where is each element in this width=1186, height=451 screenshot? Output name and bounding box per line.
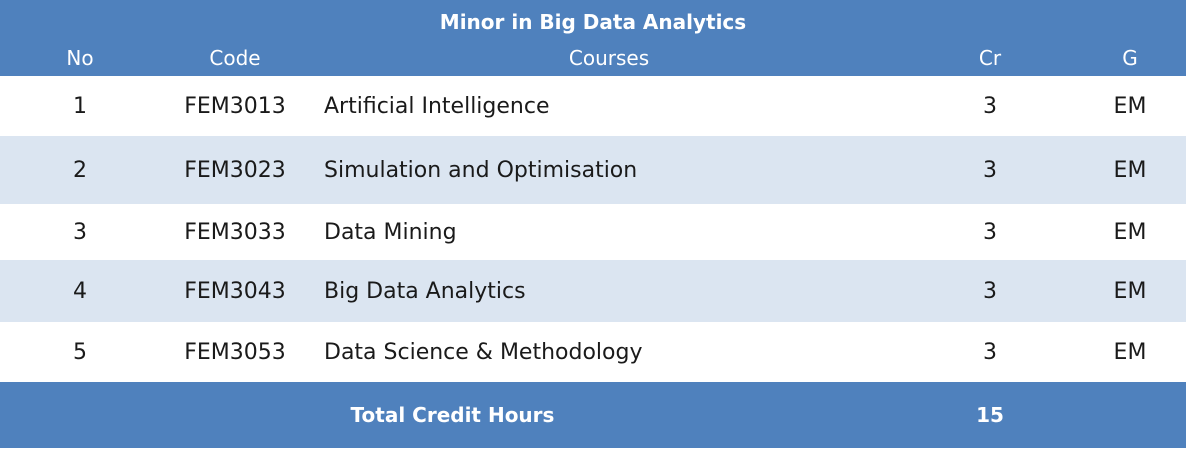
row-course: Simulation and Optimisation <box>324 157 638 183</box>
row-cr: 3 <box>983 93 997 119</box>
row-code: FEM3033 <box>184 219 286 245</box>
table-row: 5 FEM3053 Data Science & Methodology 3 E… <box>0 322 1186 382</box>
row-cr: 3 <box>983 157 997 183</box>
row-no: 5 <box>73 339 87 365</box>
header-code: Code <box>209 46 261 70</box>
row-no: 4 <box>73 278 87 304</box>
row-grade: EM <box>1113 339 1147 365</box>
row-cr: 3 <box>983 219 997 245</box>
header-courses: Courses <box>568 46 650 70</box>
row-grade: EM <box>1113 278 1147 304</box>
row-course: Data Science & Methodology <box>324 339 643 365</box>
row-cr: 3 <box>983 339 997 365</box>
table-title: Minor in Big Data Analytics <box>439 10 747 34</box>
table-row: 2 FEM3023 Simulation and Optimisation 3 … <box>0 136 1186 204</box>
row-no: 3 <box>73 219 87 245</box>
table-row: 3 FEM3033 Data Mining 3 EM <box>0 204 1186 260</box>
header-g: G <box>1122 46 1138 70</box>
table-row: 4 FEM3043 Big Data Analytics 3 EM <box>0 260 1186 322</box>
row-course: Data Mining <box>324 219 457 245</box>
row-cr: 3 <box>983 278 997 304</box>
total-credit-label: Total Credit Hours <box>350 403 555 427</box>
total-credit-value: 15 <box>976 403 1004 427</box>
row-code: FEM3013 <box>184 93 286 119</box>
row-code: FEM3043 <box>184 278 286 304</box>
table-header-row: No Code Courses Cr G <box>0 40 1186 76</box>
row-course: Big Data Analytics <box>324 278 526 304</box>
row-course: Artificial Intelligence <box>324 93 550 119</box>
row-grade: EM <box>1113 219 1147 245</box>
row-grade: EM <box>1113 157 1147 183</box>
header-no: No <box>66 46 94 70</box>
table-row: 1 FEM3013 Artificial Intelligence 3 EM <box>0 76 1186 136</box>
header-cr: Cr <box>978 46 1002 70</box>
row-no: 2 <box>73 157 87 183</box>
row-code: FEM3053 <box>184 339 286 365</box>
row-code: FEM3023 <box>184 157 286 183</box>
row-no: 1 <box>73 93 87 119</box>
row-grade: EM <box>1113 93 1147 119</box>
table-total-row: Total Credit Hours 15 <box>0 382 1186 448</box>
table-title-row: Minor in Big Data Analytics <box>0 0 1186 40</box>
